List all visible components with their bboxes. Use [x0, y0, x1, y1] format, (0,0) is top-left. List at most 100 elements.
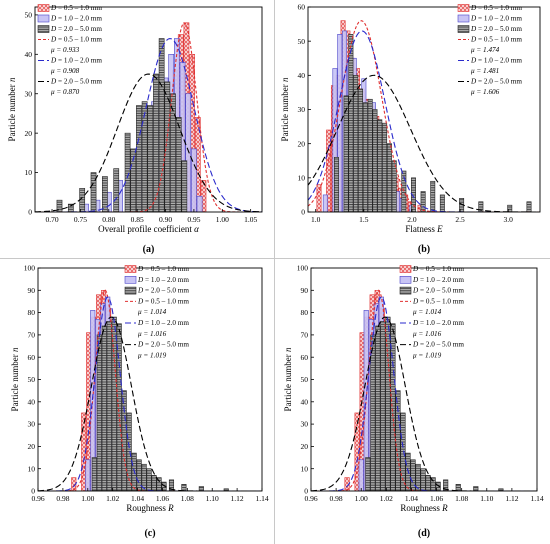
bar: [343, 95, 349, 212]
bar: [430, 180, 436, 212]
y-tick-label: 40: [298, 71, 306, 80]
x-tick-label: 1.08: [181, 494, 194, 503]
normal-fit-curve: [311, 316, 537, 491]
bar: [164, 81, 171, 212]
legend-label: D = 2.0 – 5.0 mm: [412, 287, 464, 295]
panel-c: 0.96 0.98 1.00 1.02 1.04 1.06 1.08 1.10 1.12 1.14…: [0, 259, 274, 544]
legend-swatch: [399, 275, 412, 284]
mu-label: μ = 1.474: [471, 46, 500, 54]
bar: [337, 34, 343, 212]
bar: [96, 334, 102, 491]
x-tick-label: 0.96: [31, 494, 44, 503]
legend-label: D = 1.0 – 2.0 mm: [137, 276, 189, 284]
bar: [333, 157, 339, 212]
bar: [136, 459, 142, 491]
bar: [370, 334, 376, 491]
x-tick-label: 1.00: [355, 494, 368, 503]
y-tick-label: 30: [301, 420, 309, 429]
bar: [354, 412, 360, 491]
y-tick-label: 20: [301, 442, 309, 451]
normal-fit-curve: [308, 74, 540, 212]
y-tick-label: 60: [28, 353, 36, 362]
legend: D = 0.5 – 1.0 mm D = 1.0 – 2.0 mm D = 2.0 …: [124, 265, 189, 359]
x-tick-label: 0.98: [330, 494, 343, 503]
chart-a: 0.70 0.75 0.80 0.85 0.90 0.95 1.00 1.05 0 10 20 30 4…: [7, 4, 263, 255]
x-tick-label: 0.85: [131, 215, 144, 224]
bar: [322, 194, 328, 212]
legend-label: D = 0.5 – 1.0 mm: [412, 297, 464, 305]
bar: [181, 484, 187, 491]
x-tick-label: 2.0: [407, 215, 417, 224]
mu-label: μ = 1.019: [138, 351, 167, 359]
x-tick-label: 2.5: [455, 215, 465, 224]
vertical-divider: [274, 0, 275, 544]
legend-swatch: [37, 4, 50, 12]
bar: [185, 93, 192, 212]
y-tick-label: 40: [25, 50, 33, 59]
bar: [455, 484, 461, 491]
bar: [395, 390, 401, 491]
mu-label: μ = 1.014: [138, 308, 167, 316]
bar: [386, 143, 392, 212]
bars-group: [316, 20, 532, 212]
legend-label: D = 2.0 – 5.0 mm: [137, 341, 189, 349]
bar: [375, 325, 381, 491]
y-tick-label: 50: [301, 375, 309, 384]
fit-curves-group: [308, 20, 540, 212]
bar: [79, 188, 86, 212]
y-tick-label: 100: [24, 264, 36, 273]
normal-fit-curve: [38, 316, 262, 491]
x-tick-label: 1.10: [480, 494, 493, 503]
chart-d: 0.96 0.98 1.00 1.02 1.04 1.06 1.08 1.10 1.12 1.14…: [283, 264, 544, 539]
x-axis-label: Roughness R: [126, 503, 174, 513]
bar: [473, 486, 479, 491]
bar: [101, 325, 107, 491]
y-tick-label: 30: [28, 420, 36, 429]
bar: [196, 195, 203, 212]
bar: [382, 122, 388, 212]
mu-label: μ = 1.019: [413, 351, 442, 359]
bar: [443, 479, 449, 491]
y-tick-label: 0: [28, 208, 32, 217]
x-tick-label: 0.98: [56, 494, 69, 503]
y-tick-label: 10: [298, 173, 306, 182]
y-tick-label: 0: [304, 487, 308, 496]
x-tick-label: 1.06: [156, 494, 169, 503]
y-tick-label: 20: [298, 139, 306, 148]
legend-label: D = 0.5 – 1.0 mm: [137, 297, 189, 305]
bar: [90, 172, 97, 212]
y-tick-label: 40: [301, 397, 309, 406]
y-tick-label: 0: [31, 487, 35, 496]
bar: [362, 102, 368, 212]
bar: [181, 160, 188, 212]
bar: [116, 323, 122, 491]
x-tick-label: 1.10: [206, 494, 219, 503]
y-axis-label: Particle number n: [280, 77, 290, 141]
bar: [113, 168, 120, 212]
x-tick-label: 1.08: [455, 494, 468, 503]
bar: [400, 412, 406, 491]
x-tick-label: 1.00: [81, 494, 94, 503]
bar: [390, 323, 396, 491]
legend-label: D = 1.0 – 2.0 mm: [412, 319, 464, 327]
x-tick-label: 1.12: [231, 494, 244, 503]
bar: [316, 184, 322, 212]
panel-a: 0.70 0.75 0.80 0.85 0.90 0.95 1.00 1.05 0 10 20 30 4…: [0, 0, 274, 258]
legend-swatch: [457, 25, 470, 33]
y-tick-label: 60: [301, 353, 309, 362]
bars-group: [344, 289, 504, 491]
bar: [147, 105, 154, 212]
x-tick-label: 1.02: [380, 494, 393, 503]
bar: [130, 148, 137, 212]
legend-label: D = 1.0 – 2.0 mm: [470, 15, 522, 23]
bar: [372, 109, 378, 212]
x-axis-label: Flatness E: [405, 224, 443, 234]
bar: [106, 321, 112, 491]
bar: [151, 475, 157, 491]
legend-label: D = 2.0 – 5.0 mm: [50, 25, 102, 33]
x-tick-label: 0.90: [159, 215, 172, 224]
bar: [348, 34, 354, 212]
y-axis-label: Particle number n: [10, 347, 20, 411]
legend-label: D = 0.5 – 1.0 mm: [50, 4, 102, 12]
legend-label: D = 2.0 – 5.0 mm: [470, 25, 522, 33]
